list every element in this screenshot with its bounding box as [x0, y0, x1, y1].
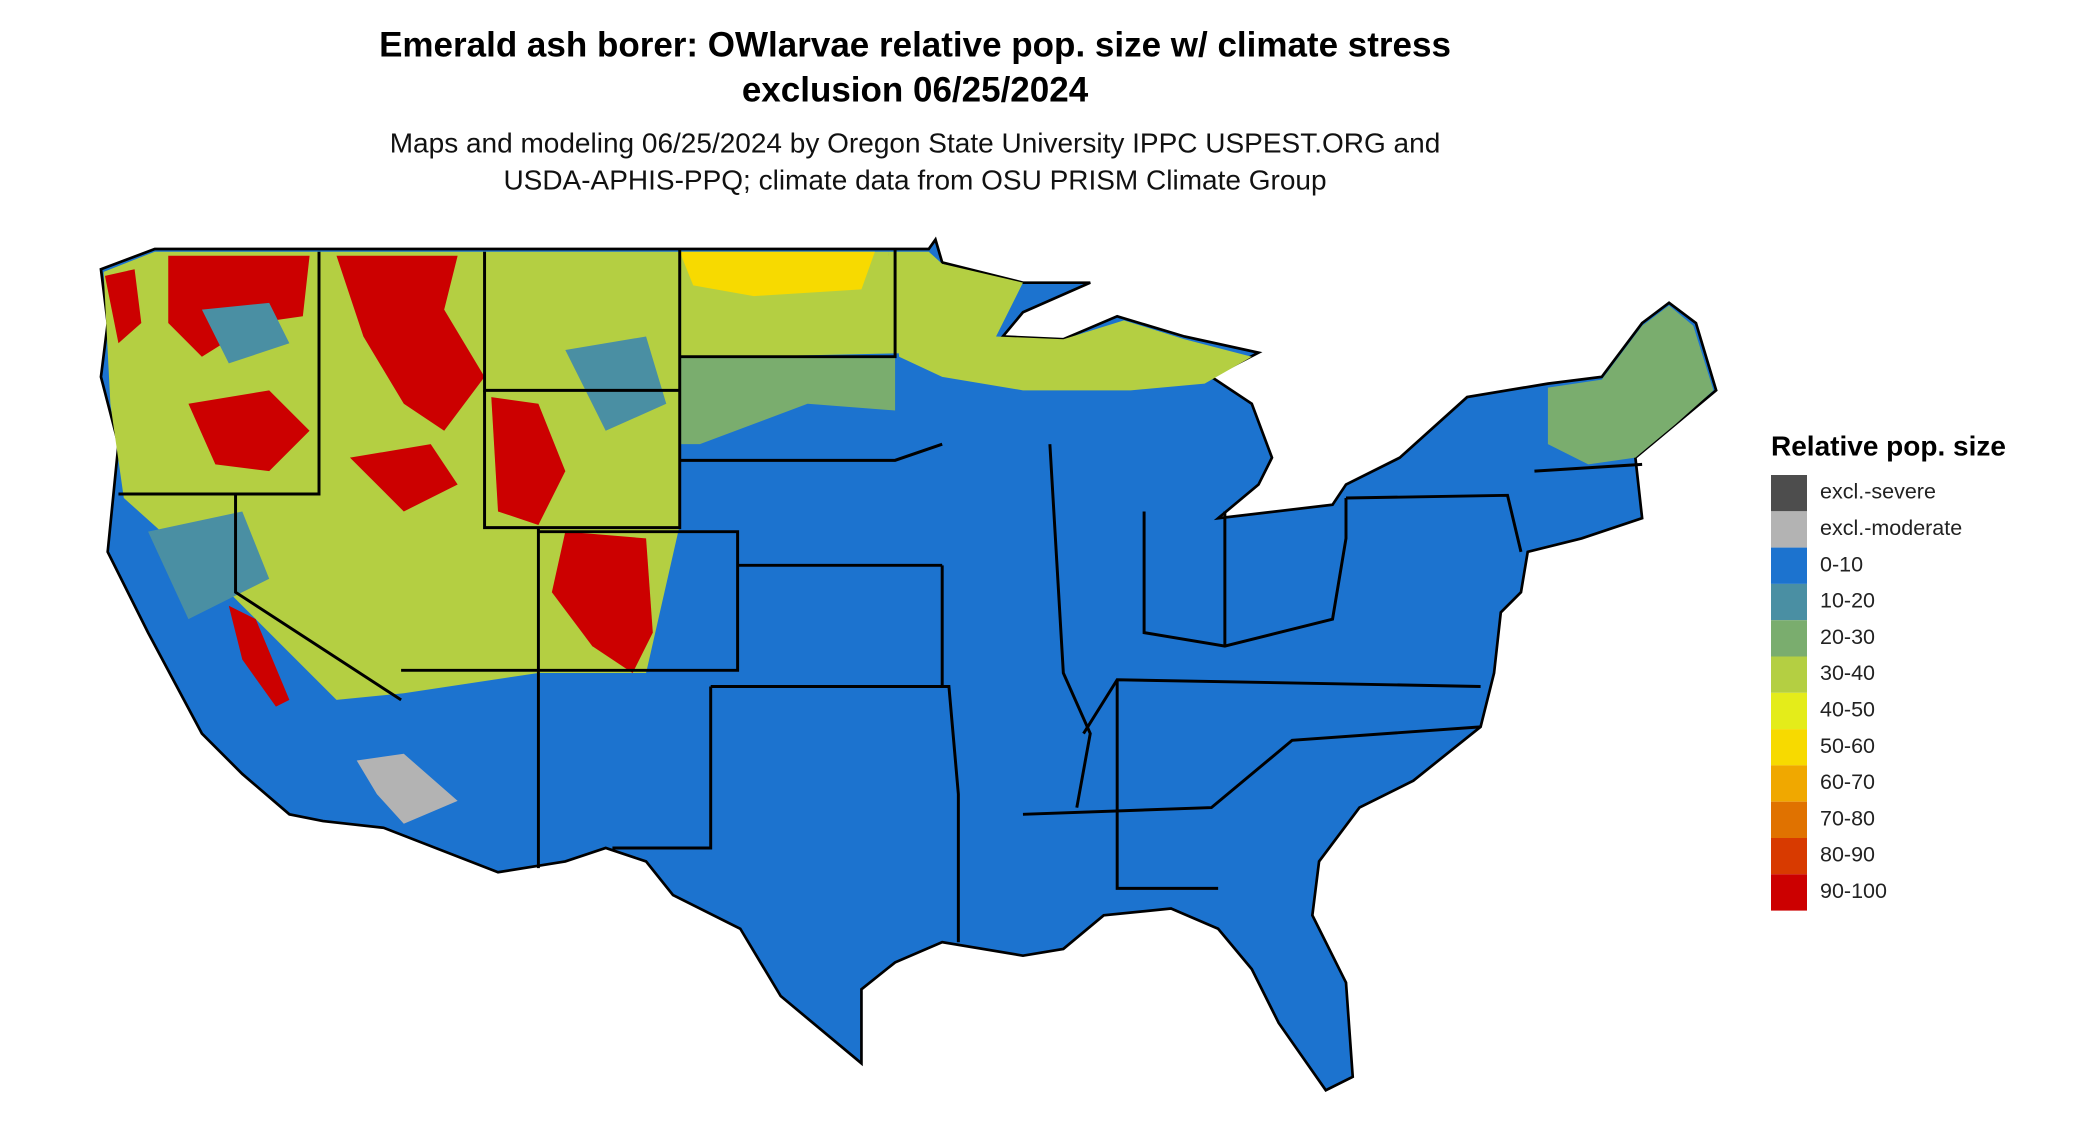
legend-swatch	[1771, 656, 1807, 693]
legend-label: 0-10	[1820, 552, 1863, 576]
region-north-woods	[888, 251, 1252, 391]
legend-label: 20-30	[1820, 625, 1875, 649]
cool-spots	[148, 302, 667, 620]
legend-label: excl.-severe	[1820, 480, 1936, 504]
legend-label: excl.-moderate	[1820, 516, 1962, 540]
legend-label: 10-20	[1820, 589, 1875, 613]
legend-swatch	[1771, 838, 1807, 875]
legend-label: 50-60	[1820, 734, 1875, 758]
subtitle-line: USDA-APHIS-PPQ; climate data from OSU PR…	[503, 164, 1326, 195]
legend-swatch	[1771, 765, 1807, 802]
title-line: Emerald ash borer: OWlarvae relative pop…	[379, 25, 1451, 64]
legend-swatch	[1771, 692, 1807, 730]
legend-label: 60-70	[1820, 770, 1875, 794]
legend-swatch	[1771, 475, 1807, 512]
region-excl-moderate	[356, 753, 458, 824]
legend-swatch	[1771, 511, 1807, 548]
legend-swatch	[1771, 583, 1807, 621]
title-line: exclusion 06/25/2024	[742, 70, 1089, 109]
region-20-30	[679, 358, 896, 445]
region-northeast	[1547, 305, 1714, 465]
legend-swatch	[1771, 801, 1807, 838]
map	[99, 236, 1718, 1092]
legend-title: Relative pop. size	[1771, 430, 2006, 461]
legend-swatch	[1771, 874, 1807, 911]
subtitle-line: Maps and modeling 06/25/2024 by Oregon S…	[390, 127, 1441, 158]
region-50-60	[679, 251, 875, 297]
legend-label: 30-40	[1820, 661, 1875, 685]
legend: excl.-severe excl.-moderate 0-10 10-20 20-30…	[1771, 475, 1962, 911]
legend-swatch	[1771, 547, 1807, 584]
legend-label: 40-50	[1820, 697, 1875, 721]
legend-swatch	[1771, 729, 1807, 766]
state-borders	[118, 249, 1643, 943]
legend-swatch	[1771, 620, 1807, 657]
legend-label: 90-100	[1820, 879, 1887, 903]
hot-spots	[104, 255, 653, 707]
legend-label: 80-90	[1820, 843, 1875, 867]
legend-label: 70-80	[1820, 806, 1875, 830]
